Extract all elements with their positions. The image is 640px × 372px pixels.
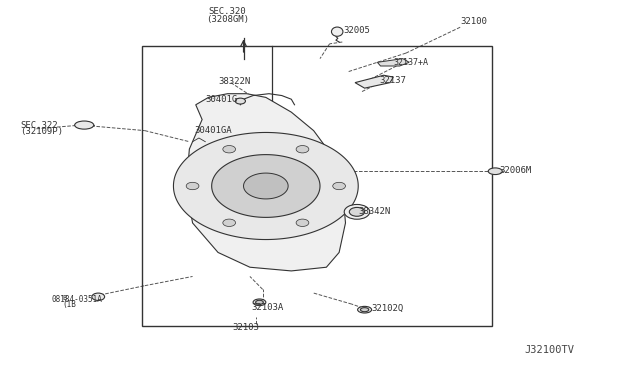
Circle shape: [236, 98, 246, 104]
Text: 08184-0351A: 08184-0351A: [51, 295, 102, 304]
Ellipse shape: [332, 27, 343, 36]
Text: 30401GA: 30401GA: [195, 126, 232, 135]
Polygon shape: [186, 94, 346, 271]
Polygon shape: [212, 155, 320, 217]
Circle shape: [223, 219, 236, 227]
Ellipse shape: [358, 307, 372, 313]
Ellipse shape: [75, 121, 94, 129]
Text: 38322N: 38322N: [218, 77, 250, 86]
Text: 32006M: 32006M: [500, 166, 532, 175]
Polygon shape: [378, 59, 409, 66]
Text: (1B: (1B: [63, 300, 76, 310]
Ellipse shape: [253, 299, 266, 306]
Text: 32137+A: 32137+A: [394, 58, 428, 67]
Circle shape: [223, 145, 236, 153]
Text: 38342N: 38342N: [358, 206, 390, 216]
Text: 32102Q: 32102Q: [371, 304, 403, 313]
Ellipse shape: [360, 308, 369, 312]
Circle shape: [296, 145, 309, 153]
Ellipse shape: [488, 168, 502, 174]
Text: J32100TV: J32100TV: [524, 345, 574, 355]
Polygon shape: [173, 132, 358, 240]
Text: (32109P): (32109P): [20, 127, 63, 136]
Polygon shape: [355, 75, 394, 88]
Ellipse shape: [255, 300, 263, 304]
Text: B: B: [62, 295, 66, 301]
Circle shape: [186, 182, 199, 190]
Text: (3208GM): (3208GM): [206, 15, 249, 24]
Text: 32100: 32100: [460, 17, 487, 26]
Circle shape: [333, 182, 346, 190]
Text: 32137: 32137: [380, 76, 406, 85]
Text: 32103: 32103: [232, 323, 259, 331]
Ellipse shape: [92, 293, 104, 301]
Text: 32005: 32005: [343, 26, 370, 35]
Circle shape: [344, 205, 370, 219]
Text: SEC.322: SEC.322: [20, 121, 58, 129]
Polygon shape: [244, 173, 288, 199]
Circle shape: [349, 208, 365, 216]
Text: 32103A: 32103A: [252, 302, 284, 312]
Text: 30401G: 30401G: [205, 95, 237, 104]
Circle shape: [296, 219, 309, 227]
Text: SEC.320: SEC.320: [209, 7, 246, 16]
